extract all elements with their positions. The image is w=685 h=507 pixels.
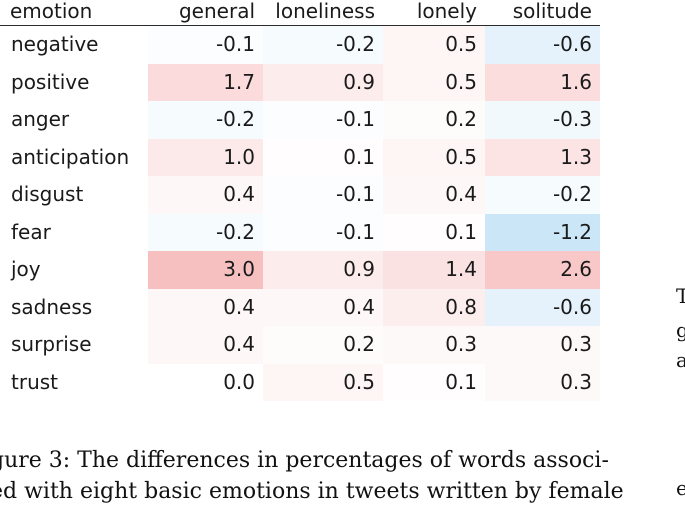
row-label-positive: positive xyxy=(11,69,90,94)
table-row: joy 3.0 0.9 1.4 2.6 xyxy=(0,251,600,289)
emotion-heatmap-table: emotion general loneliness lonely solitu… xyxy=(0,0,600,401)
row-label-disgust: disgust xyxy=(11,182,84,206)
row-label-joy: joy xyxy=(11,257,41,281)
side-text-fragment: T xyxy=(676,284,685,308)
cell-disgust-loneliness: -0.1 xyxy=(263,176,383,214)
cell-positive-general: 1.7 xyxy=(148,63,263,101)
cell-surprise-loneliness: 0.2 xyxy=(263,326,383,364)
column-header-general: general xyxy=(148,0,263,26)
table-row: anticipation 1.0 0.1 0.5 1.3 xyxy=(0,138,600,176)
cell-fear-lonely: 0.1 xyxy=(383,213,485,251)
cell-fear-loneliness: -0.1 xyxy=(263,213,383,251)
caption-line-1: gure 3: The differences in percentages o… xyxy=(0,448,609,473)
cell-fear-solitude: -1.2 xyxy=(485,213,600,251)
cell-surprise-lonely: 0.3 xyxy=(383,326,485,364)
cell-disgust-general: 0.4 xyxy=(148,176,263,214)
cell-joy-lonely: 1.4 xyxy=(383,251,485,289)
cell-fear-general: -0.2 xyxy=(148,213,263,251)
cell-anticipation-solitude: 1.3 xyxy=(485,138,600,176)
figure-caption: gure 3: The differences in percentages o… xyxy=(0,445,650,507)
cell-surprise-solitude: 0.3 xyxy=(485,326,600,364)
table-row: anger -0.2 -0.1 0.2 -0.3 xyxy=(0,101,600,139)
cell-disgust-lonely: 0.4 xyxy=(383,176,485,214)
cell-negative-lonely: 0.5 xyxy=(383,25,485,64)
side-text-fragment: e xyxy=(676,476,685,500)
cell-anticipation-lonely: 0.5 xyxy=(383,138,485,176)
cell-trust-general: 0.0 xyxy=(148,363,263,401)
caption-line-2: ed with eight basic emotions in tweets w… xyxy=(0,479,624,504)
cell-surprise-general: 0.4 xyxy=(148,326,263,364)
row-label-anticipation: anticipation xyxy=(11,144,130,169)
table-row: disgust 0.4 -0.1 0.4 -0.2 xyxy=(0,176,600,214)
table-row: surprise 0.4 0.2 0.3 0.3 xyxy=(0,326,600,364)
side-text-fragment: g xyxy=(676,318,685,342)
emotion-heatmap-table-container: emotion general loneliness lonely solitu… xyxy=(0,0,600,401)
cell-sadness-solitude: -0.6 xyxy=(485,288,600,326)
row-label-fear: fear xyxy=(11,219,51,244)
column-header-loneliness: loneliness xyxy=(263,0,383,26)
row-label-anger: anger xyxy=(11,107,70,131)
cell-positive-solitude: 1.6 xyxy=(485,63,600,101)
cell-anger-general: -0.2 xyxy=(148,101,263,139)
cell-disgust-solitude: -0.2 xyxy=(485,176,600,214)
row-label-negative: negative xyxy=(11,32,99,56)
table-row: sadness 0.4 0.4 0.8 -0.6 xyxy=(0,288,600,326)
cell-anticipation-general: 1.0 xyxy=(148,138,263,176)
cell-trust-solitude: 0.3 xyxy=(485,363,600,401)
row-label-sadness: sadness xyxy=(11,294,93,319)
column-header-lonely: lonely xyxy=(383,0,485,26)
cell-sadness-lonely: 0.8 xyxy=(383,288,485,326)
table-row: trust 0.0 0.5 0.1 0.3 xyxy=(0,363,600,401)
column-header-emotion: emotion xyxy=(0,0,148,26)
cell-joy-loneliness: 0.9 xyxy=(263,251,383,289)
cell-anger-solitude: -0.3 xyxy=(485,101,600,139)
row-label-surprise: surprise xyxy=(11,332,92,356)
cell-trust-loneliness: 0.5 xyxy=(263,363,383,401)
table-body: negative -0.1 -0.2 0.5 -0.6 positive 1.7 0.9 0.5… xyxy=(0,25,600,401)
side-text-fragment: a xyxy=(676,348,685,372)
column-header-solitude: solitude xyxy=(485,0,600,26)
cell-anger-lonely: 0.2 xyxy=(383,101,485,139)
row-label-trust: trust xyxy=(11,369,59,394)
cell-anticipation-loneliness: 0.1 xyxy=(263,138,383,176)
cell-joy-solitude: 2.6 xyxy=(485,251,600,289)
table-header-row: emotion general loneliness lonely solitu… xyxy=(0,0,600,26)
cell-anger-loneliness: -0.1 xyxy=(263,101,383,139)
table-row: negative -0.1 -0.2 0.5 -0.6 xyxy=(0,25,600,64)
table-row: positive 1.7 0.9 0.5 1.6 xyxy=(0,63,600,101)
cell-joy-general: 3.0 xyxy=(148,251,263,289)
cell-negative-solitude: -0.6 xyxy=(485,25,600,64)
cell-positive-lonely: 0.5 xyxy=(383,63,485,101)
table-row: fear -0.2 -0.1 0.1 -1.2 xyxy=(0,213,600,251)
cell-negative-loneliness: -0.2 xyxy=(263,25,383,64)
cell-positive-loneliness: 0.9 xyxy=(263,63,383,101)
cell-sadness-loneliness: 0.4 xyxy=(263,288,383,326)
cell-negative-general: -0.1 xyxy=(148,25,263,64)
cell-trust-lonely: 0.1 xyxy=(383,363,485,401)
cell-sadness-general: 0.4 xyxy=(148,288,263,326)
